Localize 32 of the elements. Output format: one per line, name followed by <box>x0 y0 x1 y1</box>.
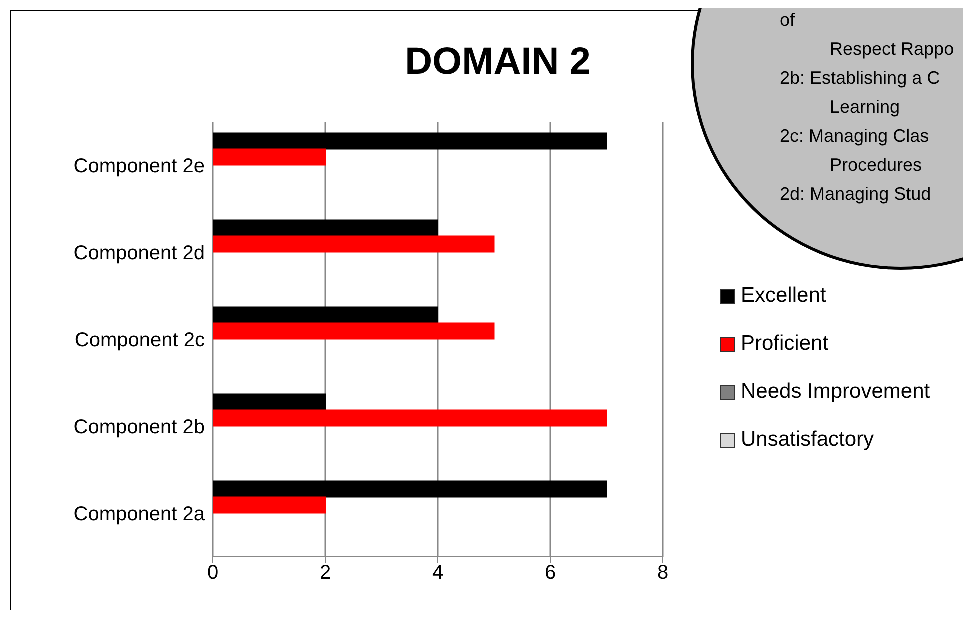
bar <box>213 496 326 514</box>
x-tick-label: 8 <box>657 562 669 584</box>
bar <box>213 220 438 237</box>
bar <box>213 322 495 340</box>
y-tick-label: Component 2d <box>74 242 205 265</box>
x-tick-label: 4 <box>432 562 444 584</box>
legend-label: Needs Improvement <box>741 380 930 404</box>
text: Learning <box>829 96 902 119</box>
x-tick-label: 6 <box>544 562 556 584</box>
text: Respect Rappo <box>829 38 954 61</box>
text: Procedures <box>829 154 924 177</box>
bar <box>213 132 608 150</box>
y-tick-label: Component 2e <box>74 156 205 178</box>
bar <box>213 410 608 427</box>
x-tick-label: 2 <box>320 562 332 584</box>
y-tick-label: Component 2b <box>74 416 205 439</box>
legend-label: Proficient <box>741 332 829 356</box>
bar <box>213 480 608 498</box>
text: 2b: Establishing a C <box>780 67 942 90</box>
bar <box>213 148 326 166</box>
text: 2d: Managing Stud <box>780 183 932 206</box>
text: of <box>780 9 796 32</box>
y-tick-label: Component 2c <box>74 330 205 352</box>
legend-label: Unsatisfactory <box>741 428 874 452</box>
chart-title: DOMAIN 2 <box>404 41 592 84</box>
bar <box>213 394 326 411</box>
bar <box>213 236 495 253</box>
x-tick-label: 0 <box>207 562 219 584</box>
bar <box>213 306 438 324</box>
legend-label: Excellent <box>741 284 826 308</box>
y-tick-label: Component 2a <box>74 504 206 526</box>
text: 2c: Managing Clas <box>780 125 930 148</box>
